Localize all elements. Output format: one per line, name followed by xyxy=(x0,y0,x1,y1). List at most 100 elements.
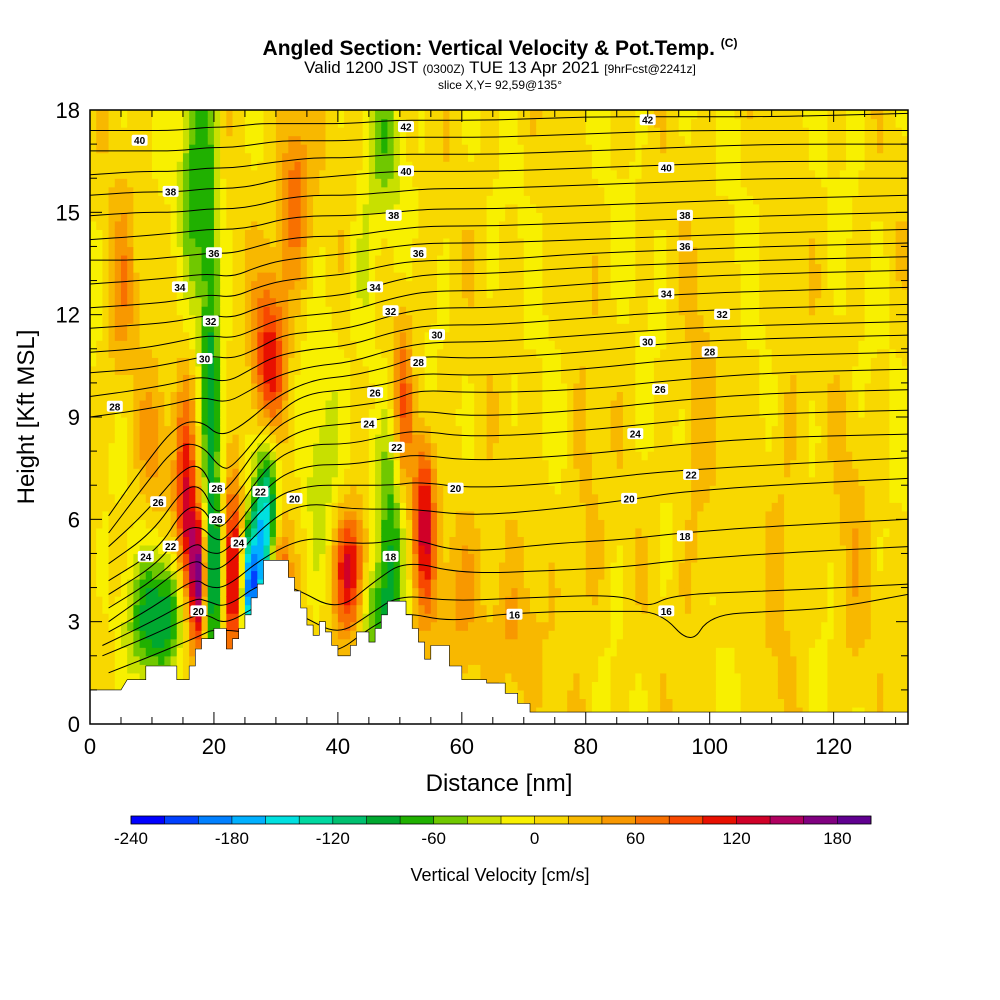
velocity-cell xyxy=(430,118,438,128)
velocity-cell xyxy=(226,195,234,205)
velocity-cell xyxy=(393,203,401,213)
velocity-cell xyxy=(195,374,203,384)
velocity-cell xyxy=(368,570,376,580)
velocity-cell xyxy=(226,382,234,393)
velocity-cell xyxy=(213,195,221,205)
velocity-cell xyxy=(220,451,227,461)
velocity-cell xyxy=(213,604,221,614)
velocity-cell xyxy=(511,263,519,273)
velocity-cell xyxy=(499,561,506,572)
velocity-cell xyxy=(306,118,314,128)
velocity-cell xyxy=(114,203,122,213)
velocity-cell xyxy=(406,527,413,537)
velocity-cell xyxy=(213,135,221,145)
velocity-cell xyxy=(313,229,320,239)
velocity-cell xyxy=(505,536,512,546)
velocity-cell xyxy=(362,152,370,162)
velocity-cell xyxy=(176,306,184,316)
velocity-cell xyxy=(412,365,420,375)
velocity-cell xyxy=(170,655,178,665)
velocity-cell xyxy=(201,135,209,145)
velocity-cell xyxy=(313,382,320,393)
velocity-cell xyxy=(406,144,413,154)
velocity-cell xyxy=(443,399,451,410)
velocity-cell xyxy=(263,161,271,171)
velocity-cell xyxy=(133,468,141,478)
velocity-cell xyxy=(319,263,327,273)
velocity-cell xyxy=(220,135,227,145)
velocity-cell xyxy=(443,254,451,265)
velocity-cell xyxy=(449,553,457,563)
velocity-cell xyxy=(461,331,469,341)
velocity-cell xyxy=(207,144,215,154)
velocity-cell xyxy=(418,493,426,503)
velocity-cell xyxy=(337,195,345,205)
velocity-cell xyxy=(133,263,141,273)
velocity-cell xyxy=(151,272,159,282)
velocity-cell xyxy=(492,553,500,563)
velocity-cell xyxy=(201,570,209,580)
velocity-cell xyxy=(375,468,382,478)
velocity-cell xyxy=(480,604,488,614)
velocity-cell xyxy=(474,434,482,444)
velocity-cell xyxy=(102,357,110,367)
velocity-cell xyxy=(331,127,339,137)
velocity-cell xyxy=(393,178,401,188)
velocity-cell xyxy=(511,340,519,350)
velocity-cell xyxy=(368,297,376,307)
velocity-cell xyxy=(412,110,420,120)
velocity-cell xyxy=(232,280,240,290)
velocity-cell xyxy=(505,638,512,648)
velocity-cell xyxy=(282,280,289,290)
velocity-cell xyxy=(90,493,97,503)
velocity-cell xyxy=(406,536,413,546)
velocity-cell xyxy=(263,357,271,367)
velocity-cell xyxy=(207,212,215,222)
velocity-cell xyxy=(195,186,203,196)
velocity-cell xyxy=(368,536,376,546)
velocity-cell xyxy=(294,161,302,171)
velocity-cell xyxy=(492,502,500,512)
velocity-cell xyxy=(325,399,333,410)
velocity-cell xyxy=(133,246,141,256)
velocity-cell xyxy=(120,272,128,282)
velocity-cell xyxy=(455,570,463,580)
velocity-cell xyxy=(313,161,320,171)
velocity-cell xyxy=(362,144,370,154)
velocity-cell xyxy=(90,246,97,256)
velocity-cell xyxy=(127,553,134,563)
velocity-cell xyxy=(158,203,165,213)
velocity-cell xyxy=(486,161,494,171)
velocity-cell xyxy=(251,203,258,213)
velocity-cell xyxy=(207,297,215,307)
velocity-cell xyxy=(120,135,128,145)
velocity-cell xyxy=(170,434,178,444)
velocity-cell xyxy=(158,357,165,367)
velocity-cell xyxy=(499,519,506,529)
velocity-cell xyxy=(102,672,110,682)
velocity-cell xyxy=(381,502,389,512)
velocity-cell xyxy=(176,374,184,384)
velocity-cell xyxy=(145,451,153,461)
velocity-cell xyxy=(207,425,215,435)
velocity-cell xyxy=(189,527,196,537)
velocity-cell xyxy=(195,135,203,145)
velocity-cell xyxy=(418,152,426,162)
velocity-cell xyxy=(437,536,444,546)
velocity-cell xyxy=(399,561,407,572)
velocity-cell xyxy=(381,169,389,179)
velocity-cell xyxy=(486,297,494,307)
velocity-cell xyxy=(139,425,147,435)
velocity-cell xyxy=(300,297,308,307)
velocity-cell xyxy=(381,254,389,265)
velocity-cell xyxy=(127,195,134,205)
velocity-cell xyxy=(195,178,203,188)
velocity-cell xyxy=(393,297,401,307)
velocity-cell xyxy=(331,510,339,520)
velocity-cell xyxy=(151,306,159,316)
velocity-cell xyxy=(331,434,339,444)
velocity-cell xyxy=(362,263,370,273)
velocity-cell xyxy=(492,348,500,358)
velocity-cell xyxy=(288,263,296,273)
velocity-cell xyxy=(300,570,308,580)
